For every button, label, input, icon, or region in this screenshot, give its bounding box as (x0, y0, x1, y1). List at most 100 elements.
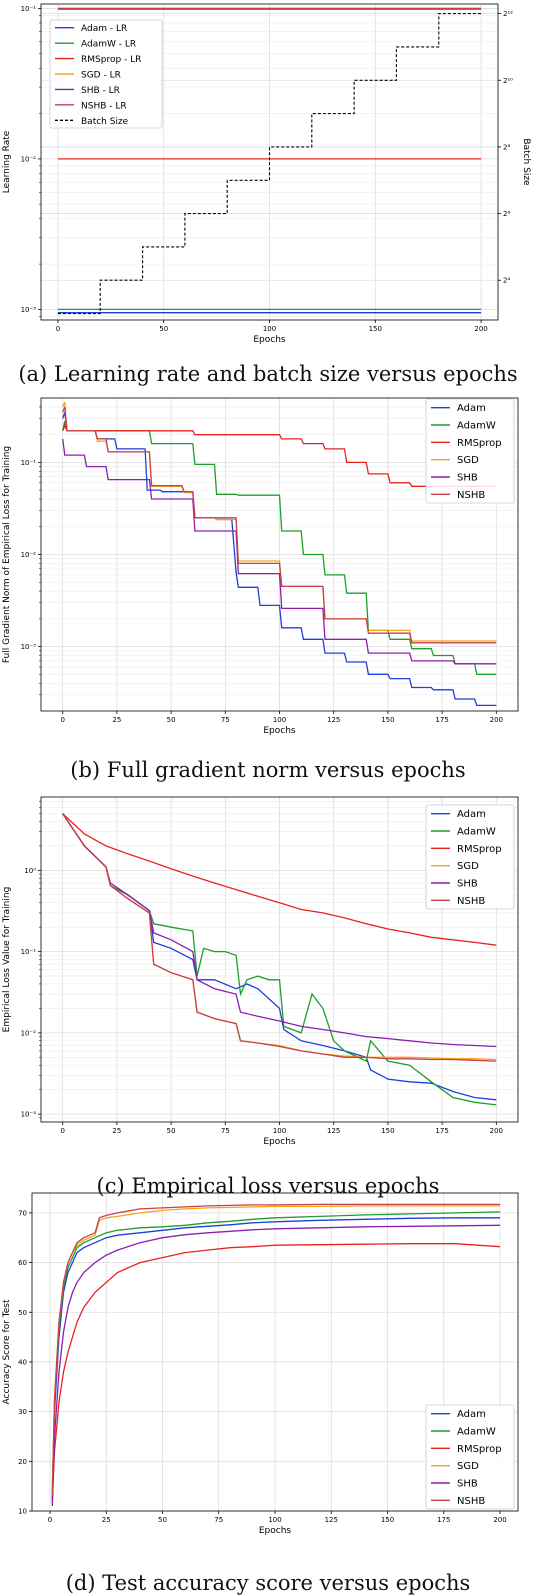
legend-label: NSHB (457, 1496, 485, 1507)
panel-c: 0 25 50 75 100 125 150 175 200 10⁻³ 10⁻² 10⁻¹ 10⁰ Epo… (2, 796, 519, 1147)
y2-tick-label: 2⁸ (503, 143, 510, 151)
x-tick-label: 100 (268, 1516, 281, 1524)
series-line-adamw (51, 1211, 501, 1492)
legend-box (49, 19, 163, 129)
series-line-shb (62, 438, 497, 665)
legend-label: AdamW - LR (81, 40, 136, 50)
x-tick-label: 150 (381, 1127, 394, 1135)
x-tick-label: 50 (167, 716, 176, 724)
x-tick-label: 25 (102, 1516, 111, 1524)
legend-label: Adam - LR (81, 24, 127, 34)
axes-frame (40, 397, 519, 712)
legend-box (425, 1404, 515, 1510)
y-axis-label: Accuracy Score for Test (2, 1299, 12, 1404)
y2-tick-label: 2⁶ (503, 210, 510, 218)
x-tick-label: 200 (490, 1127, 503, 1135)
x-tick-label: 75 (221, 1127, 230, 1135)
legend-label: SGD - LR (81, 71, 121, 81)
legend-label: NSHB (457, 490, 485, 501)
axes-frame (31, 1192, 519, 1512)
legend-box (425, 804, 515, 910)
x-tick-label: 0 (60, 1127, 64, 1135)
x-tick-label: 100 (263, 325, 276, 333)
x-tick-label: 25 (112, 1127, 121, 1135)
y-tick-label: 10⁻³ (21, 1111, 37, 1119)
y-tick-label: 20 (18, 1458, 27, 1466)
legend-box (425, 398, 515, 504)
legend-label: AdamW (457, 1427, 496, 1438)
caption-a: (a) Learning rate and batch size versus … (18, 362, 517, 386)
x-tick-label: 0 (56, 325, 60, 333)
x-tick-label: 50 (167, 1127, 176, 1135)
x-tick-label: 150 (381, 1516, 394, 1524)
axes-frame (40, 3, 499, 321)
x-tick-label: 75 (221, 716, 230, 724)
series-line-rmsprop (62, 424, 497, 487)
y-axis-label: Empirical Loss Value for Training (2, 887, 12, 1033)
y2-tick-label: 2⁴ (503, 277, 510, 285)
legend-label: Batch Size (81, 117, 129, 127)
legend-label: AdamW (457, 421, 496, 432)
x-tick-label: 100 (273, 1127, 286, 1135)
y2-tick-label: 2¹⁰ (503, 77, 513, 85)
x-tick-label: 100 (273, 716, 286, 724)
x-tick-label: 150 (381, 716, 394, 724)
series-line-adam (51, 1217, 500, 1502)
x-tick-label: 200 (490, 716, 503, 724)
panel-b: 0 25 50 75 100 125 150 175 200 10⁻³ 10⁻² 10⁻¹ Epochs… (2, 397, 519, 736)
legend-label: NSHB - LR (81, 101, 127, 111)
caption-c: (c) Empirical loss versus epochs (97, 1174, 440, 1198)
y-tick-label: 10⁻¹ (21, 459, 37, 467)
legend-label: SHB (457, 473, 478, 484)
caption-d: (d) Test accuracy score versus epochs (66, 1571, 471, 1595)
legend-label: SHB - LR (81, 86, 120, 96)
legend-label: RMSprop (457, 1444, 502, 1455)
x-tick-label: 125 (325, 1516, 338, 1524)
panel-d: 0 25 50 75 100 125 150 175 200 10 20 30 40 50 60 70 Epoc… (2, 1192, 519, 1536)
series-line-adam (62, 412, 497, 707)
legend-label: SHB (457, 879, 478, 890)
x-tick-label: 50 (158, 1516, 167, 1524)
legend-label: RMSprop (457, 438, 502, 449)
x-tick-label: 125 (327, 716, 340, 724)
legend-label: SGD (457, 861, 479, 872)
y-tick-label: 10⁻¹ (21, 948, 37, 956)
x-tick-label: 75 (214, 1516, 223, 1524)
legend-label: AdamW (457, 827, 496, 838)
y-tick-label: 10⁻² (21, 551, 37, 559)
y2-axis-label: Batch Size (521, 138, 531, 186)
x-tick-label: 175 (437, 1516, 450, 1524)
legend-label: Adam (457, 403, 486, 414)
series-line-adamw (62, 421, 497, 675)
legend-label: SGD (457, 1461, 479, 1472)
series-line-nshb (51, 1203, 500, 1497)
y-tick-label: 70 (18, 1209, 27, 1217)
x-tick-label: 150 (369, 325, 382, 333)
legend-label: RMSprop (457, 844, 502, 855)
x-axis-label: Epochs (263, 726, 296, 736)
y-tick-label: 10 (18, 1508, 27, 1516)
series-line-nshb (62, 406, 497, 644)
y2-tick-label: 2¹² (503, 10, 513, 18)
legend-label: RMSprop - LR (81, 55, 141, 65)
x-tick-label: 125 (327, 1127, 340, 1135)
y-axis-label: Full Gradient Norm of Empirical Loss for… (2, 446, 12, 663)
legend-label: Adam (457, 1409, 486, 1420)
series-line-rmsprop (51, 1243, 501, 1502)
y-tick-label: 60 (18, 1259, 27, 1267)
x-axis-label: Epochs (253, 335, 286, 345)
legend-label: NSHB (457, 896, 485, 907)
y-tick-label: 10⁻³ (21, 643, 37, 651)
panel-a: 0 50 100 150 200 10⁻³ 10⁻² 10⁻¹ 2⁴ 2⁶ 2⁸ 2¹⁰ 2¹² Batc… (2, 3, 531, 345)
x-axis-label: Epochs (263, 1137, 296, 1147)
x-tick-label: 0 (60, 716, 64, 724)
y-tick-label: 30 (18, 1408, 27, 1416)
series-line-rmsprop (62, 813, 497, 946)
axes-frame (40, 796, 519, 1123)
caption-b: (b) Full gradient norm versus epochs (70, 758, 465, 782)
series-line-nshb (62, 813, 497, 1062)
y-tick-label: 40 (18, 1358, 27, 1366)
series-line-shb (51, 1224, 501, 1507)
y-tick-label: 10⁰ (24, 867, 36, 875)
